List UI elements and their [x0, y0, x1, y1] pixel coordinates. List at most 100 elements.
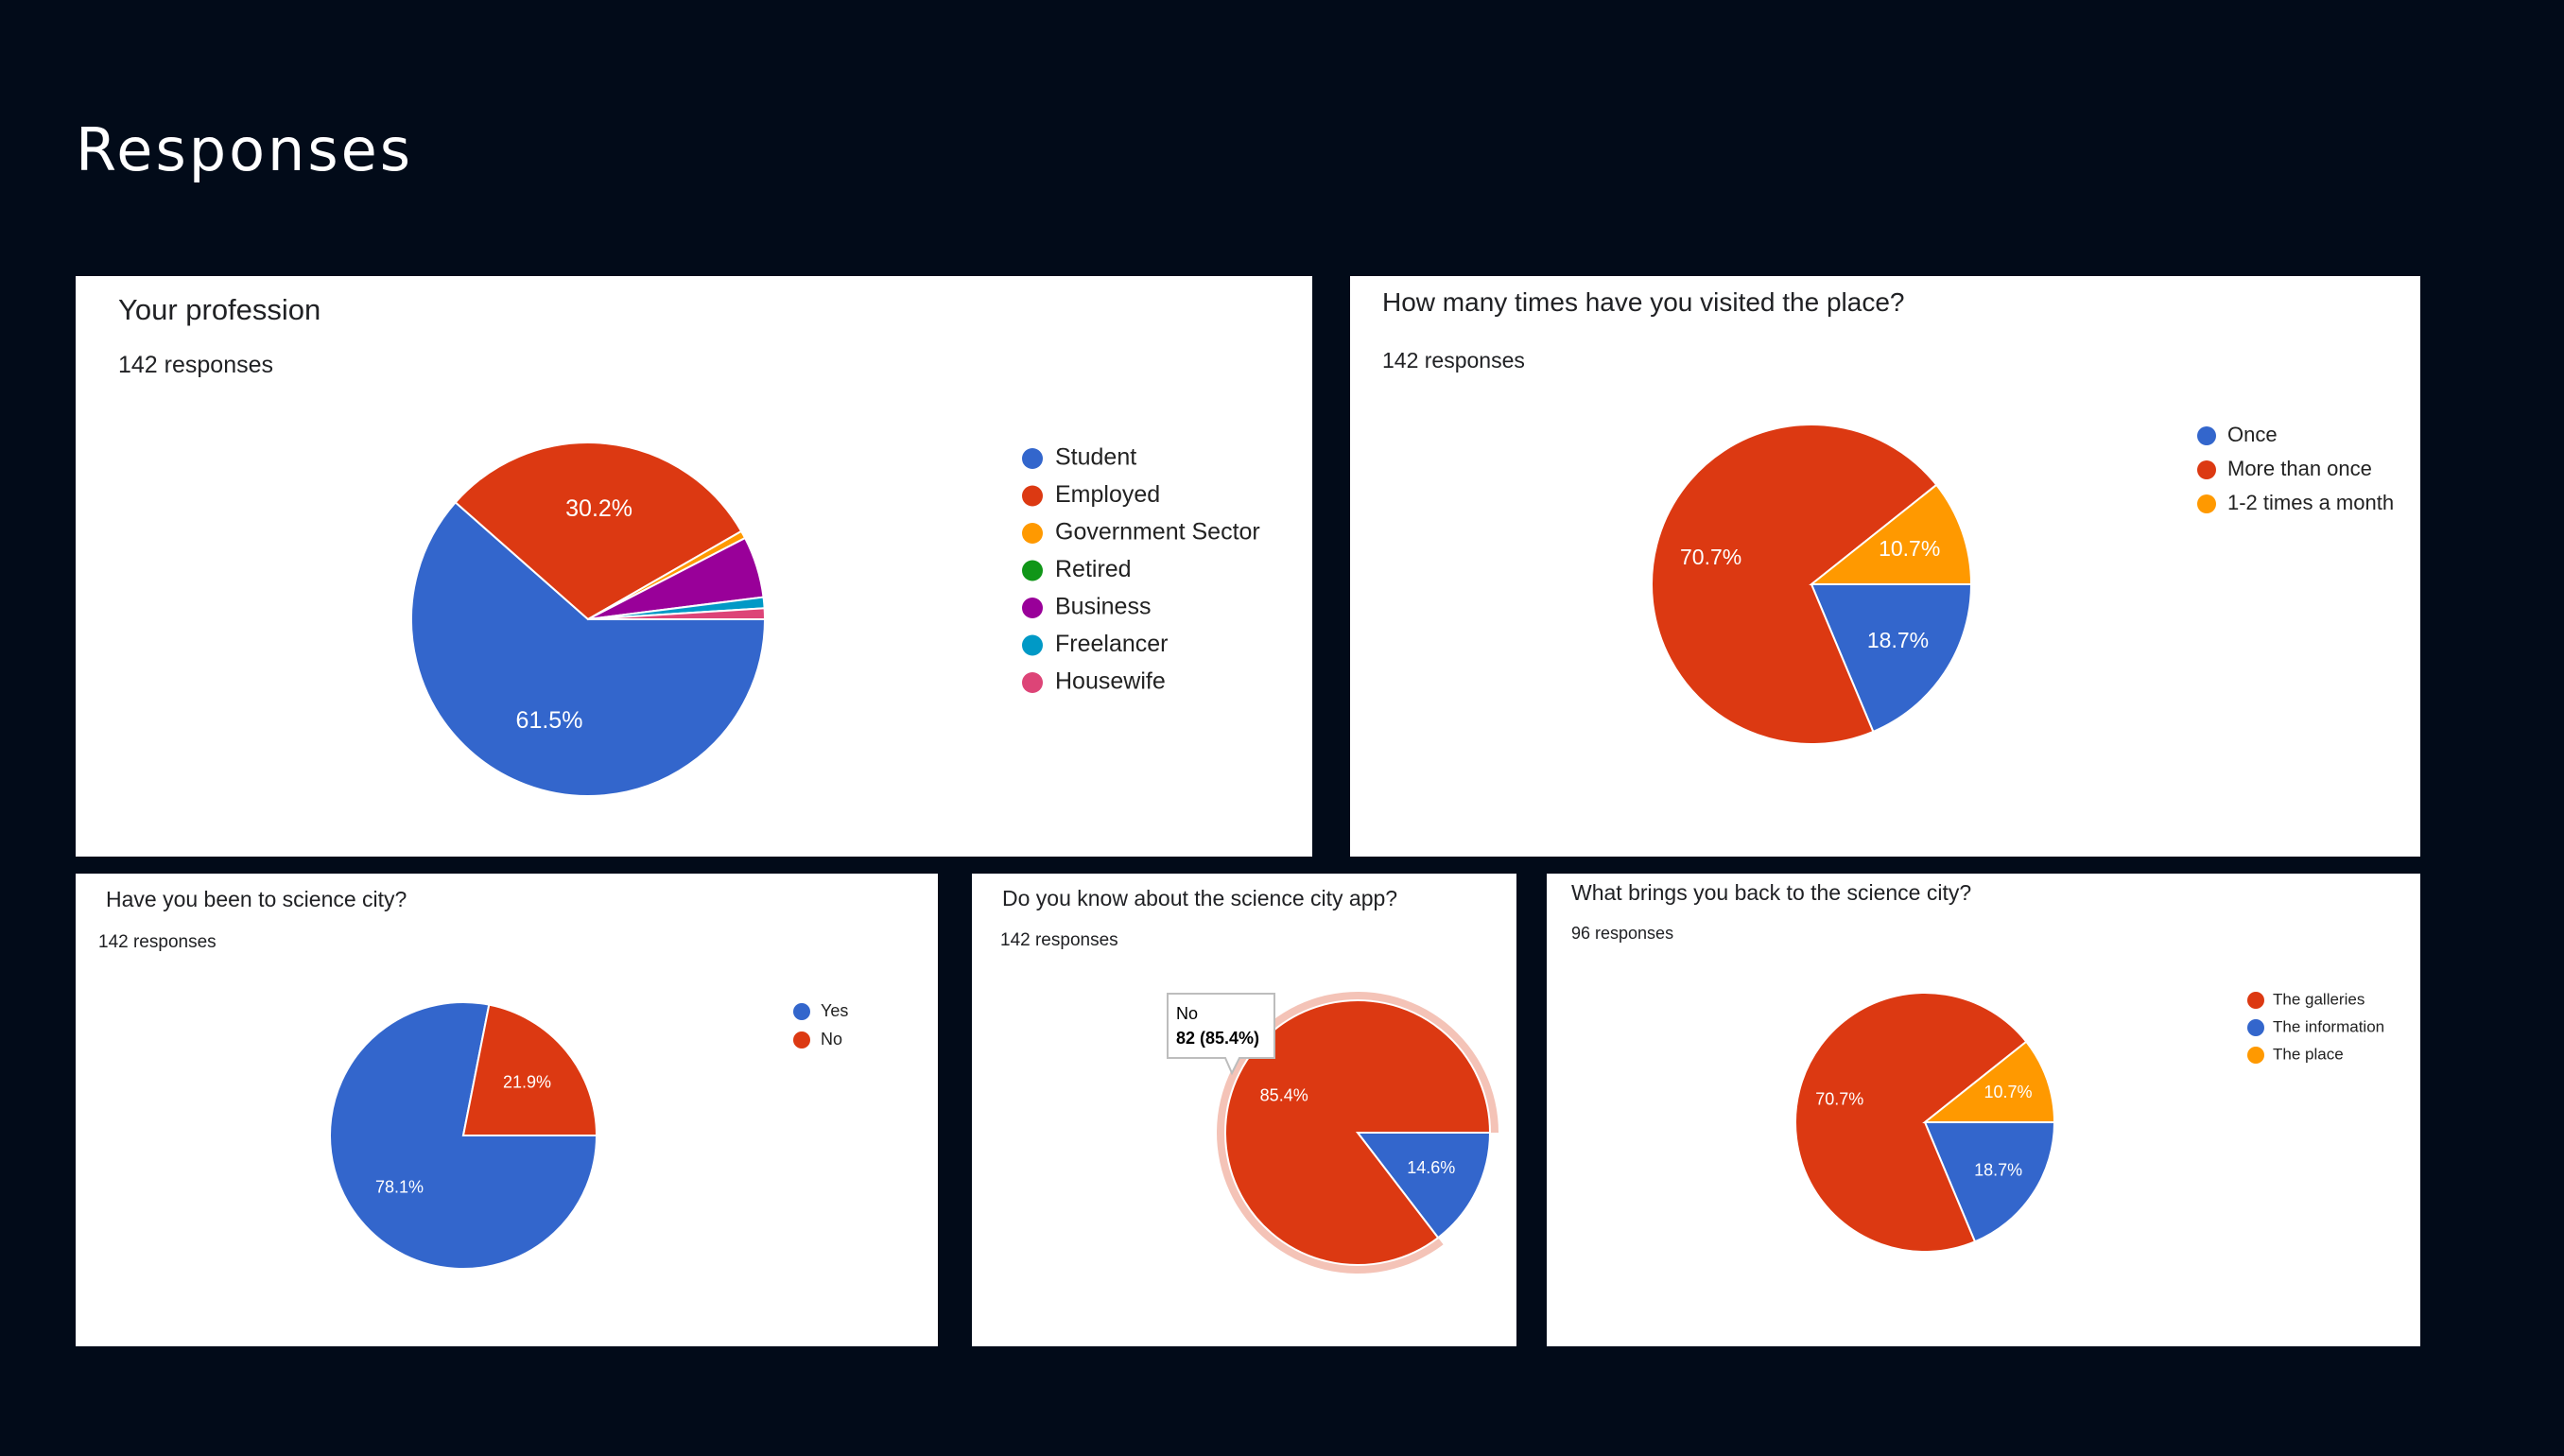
legend-item-yes[interactable]: Yes	[793, 1001, 848, 1020]
chart-title: Do you know about the science city app?	[1002, 886, 1397, 910]
legend-label: More than once	[2227, 457, 2372, 480]
pie-slice-labels: 78.1% 21.9%	[375, 1072, 551, 1196]
pie-slice-yes[interactable]	[329, 1001, 598, 1270]
legend-label: Retired	[1055, 556, 1132, 582]
pie-slice-housewife[interactable]	[587, 607, 767, 620]
chart-title: How many times have you visited the plac…	[1382, 287, 1905, 317]
legend-swatch	[1022, 523, 1043, 544]
legend-swatch	[1022, 672, 1043, 693]
legend-item-the-galleries[interactable]: The galleries	[2247, 990, 2365, 1009]
legend-item-student[interactable]: Student	[1022, 444, 1136, 471]
legend-label: Government Sector	[1055, 519, 1260, 546]
pie-slice-labels: 18.7% 70.7% 10.7%	[1815, 1083, 2032, 1179]
legend-label: The place	[2273, 1045, 2344, 1063]
pie-slice-the-information[interactable]	[1923, 1121, 2056, 1243]
pie-slice-once[interactable]	[1810, 583, 1973, 734]
legend-item-freelancer[interactable]: Freelancer	[1022, 631, 1169, 657]
chart-legend: The galleries The information The place	[2247, 990, 2384, 1064]
legend-swatch	[793, 1003, 810, 1020]
pie-slice-yes[interactable]	[1355, 1132, 1492, 1239]
legend-item-housewife[interactable]: Housewife	[1022, 668, 1166, 695]
legend-swatch	[793, 1031, 810, 1049]
legend-swatch	[2247, 1019, 2264, 1036]
legend-item-once[interactable]: Once	[2197, 423, 2278, 446]
pie-slice-label-more-than-once: 70.7%	[1680, 545, 1741, 569]
legend-swatch	[1022, 448, 1043, 469]
legend-item-employed[interactable]: Employed	[1022, 481, 1160, 508]
legend-swatch	[2197, 426, 2216, 445]
pie-slice-label-the-information: 18.7%	[1974, 1160, 2022, 1179]
response-count: 142 responses	[1000, 930, 1118, 950]
legend-label: Housewife	[1055, 668, 1166, 695]
pie-slice-label-1-2-times-a-month: 10.7%	[1879, 536, 1940, 561]
chart-legend: Yes No	[793, 1001, 848, 1049]
legend-item-more-than-once[interactable]: More than once	[2197, 457, 2372, 480]
tooltip-value: 82 (85.4%)	[1176, 1029, 1259, 1048]
pie-slice-label-the-place: 10.7%	[1984, 1083, 2032, 1101]
pie-slice-label-yes: 14.6%	[1407, 1158, 1455, 1177]
legend-swatch	[2197, 494, 2216, 513]
legend-swatch	[1022, 560, 1043, 581]
pie-slice-label-employed: 30.2%	[565, 495, 632, 522]
chart-legend: Once More than once 1-2 times a month	[2197, 423, 2394, 514]
chart-title: Have you been to science city?	[106, 887, 407, 911]
legend-swatch	[1022, 598, 1043, 618]
legend-item-government-sector[interactable]: Government Sector	[1022, 519, 1260, 546]
pie-slice-label-student: 61.5%	[516, 707, 583, 734]
tooltip-label: No	[1176, 1004, 1198, 1023]
legend-swatch	[2197, 460, 2216, 479]
tooltip-box	[1167, 993, 1275, 1076]
chart-title: What brings you back to the science city…	[1571, 880, 1971, 905]
pie-slice-label-yes: 78.1%	[375, 1177, 424, 1196]
pie-slice-label-no: 85.4%	[1260, 1085, 1308, 1104]
legend-item-retired[interactable]: Retired	[1022, 556, 1132, 582]
response-count: 96 responses	[1571, 924, 1673, 943]
pie-chart-brings-back: What brings you back to the science city…	[1571, 880, 2384, 1253]
legend-label: The information	[2273, 1017, 2384, 1035]
legend-label: No	[821, 1030, 842, 1049]
pie-chart-app: Do you know about the science city app? …	[1000, 886, 1499, 1274]
legend-item-business[interactable]: Business	[1022, 594, 1151, 620]
pie-slice-the-place[interactable]	[1922, 1040, 2056, 1123]
pie-slices	[329, 1001, 598, 1270]
pie-slices	[1793, 992, 2056, 1253]
legend-label: The galleries	[2273, 990, 2365, 1008]
pie-slice-employed[interactable]	[454, 442, 743, 621]
pie-slice-1-2-times-a-month[interactable]	[1809, 483, 1973, 585]
legend-item-the-place[interactable]: The place	[2247, 1045, 2344, 1064]
pie-slice-labels: 18.7% 70.7% 10.7%	[1680, 536, 1940, 652]
pie-slice-label-no: 21.9%	[503, 1072, 551, 1091]
pie-slice-more-than-once[interactable]	[1650, 424, 1938, 745]
legend-label: Business	[1055, 594, 1151, 620]
pie-slice-no[interactable]	[1224, 999, 1492, 1266]
pie-chart-visits: How many times have you visited the plac…	[1382, 287, 2394, 745]
chart-card-what-brings-back: What brings you back to the science city…	[1547, 874, 2420, 1346]
response-count: 142 responses	[118, 352, 273, 378]
legend-swatch	[2247, 992, 2264, 1009]
pie-slices	[1224, 999, 1492, 1266]
pie-slice-student[interactable]	[410, 500, 767, 797]
chart-card-profession: Your profession 142 responses 61.5% 30.2%…	[76, 276, 1312, 857]
legend-item-the-information[interactable]: The information	[2247, 1017, 2384, 1036]
chart-tooltip: No 82 (85.4%)	[1167, 993, 1275, 1076]
legend-label: Employed	[1055, 481, 1160, 508]
pie-chart-profession: Your profession 142 responses 61.5% 30.2%…	[118, 293, 1260, 797]
legend-item-no[interactable]: No	[793, 1030, 842, 1049]
pie-chart-been: Have you been to science city? 142 respo…	[98, 887, 848, 1270]
chart-card-app-awareness: Do you know about the science city app? …	[972, 874, 1516, 1346]
pie-slice-no[interactable]	[461, 1003, 598, 1136]
pie-slice-labels: 14.6% 85.4%	[1260, 1085, 1456, 1177]
legend-label: Student	[1055, 444, 1136, 471]
page-title: Responses	[76, 115, 414, 184]
chart-legend: Student Employed Government Sector Retired B…	[1022, 444, 1260, 695]
legend-swatch	[1022, 634, 1043, 656]
legend-swatch	[1022, 485, 1043, 507]
legend-label: Once	[2227, 423, 2278, 446]
pie-slice-label-once: 18.7%	[1867, 628, 1929, 652]
chart-title: Your profession	[118, 293, 320, 326]
legend-item-1-2-times-a-month[interactable]: 1-2 times a month	[2197, 491, 2394, 514]
pie-slices	[1650, 424, 1973, 745]
pie-slice-label-the-galleries: 70.7%	[1815, 1090, 1863, 1109]
pie-slices	[410, 442, 767, 797]
pie-slice-the-galleries[interactable]	[1793, 992, 2028, 1253]
